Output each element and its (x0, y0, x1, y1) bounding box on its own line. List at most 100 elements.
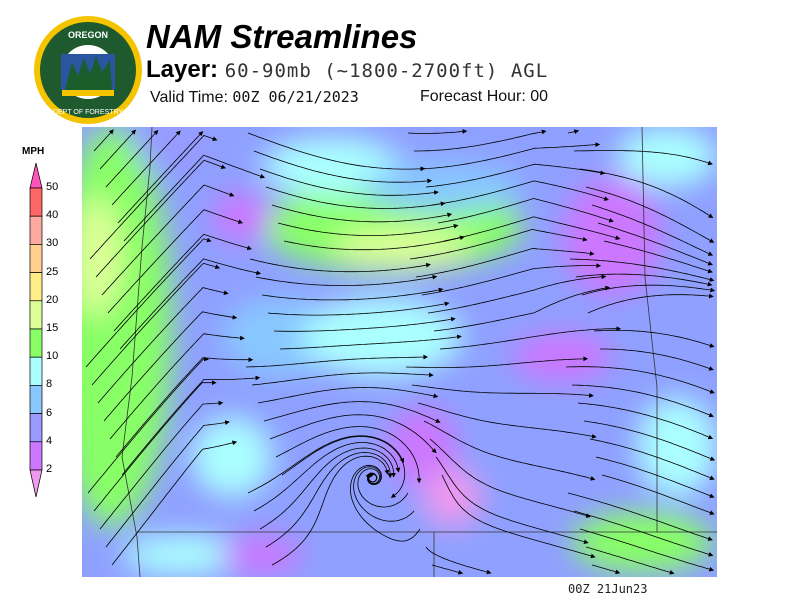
streamline (99, 400, 224, 530)
streamline (115, 357, 254, 458)
streamline (107, 209, 244, 314)
streamline (263, 401, 441, 423)
legend-tick-label: 6 (46, 406, 53, 419)
streamline (425, 546, 492, 575)
streamline (265, 186, 446, 209)
streamline (567, 492, 713, 541)
streamline (435, 456, 589, 545)
streamline (279, 334, 462, 350)
legend-swatch-25_30 (29, 244, 43, 273)
legend-tick-label: 15 (46, 322, 59, 334)
layer-value: 60-90mb (~1800-2700ft) AGL (224, 60, 549, 82)
forecast-label: Forecast Hour: (420, 88, 526, 105)
streamline (275, 426, 422, 484)
streamline (414, 129, 547, 152)
streamline (431, 180, 609, 206)
streamline (89, 135, 218, 260)
model-timestamp: 00Z 21Jun23 (568, 582, 648, 596)
streamline (253, 442, 401, 512)
streamline (577, 402, 714, 440)
streamline (573, 150, 713, 166)
streamline (95, 159, 226, 278)
streamline (591, 204, 714, 256)
legend-tick-label: 8 (46, 378, 53, 391)
svg-text:OREGON: OREGON (68, 30, 108, 40)
streamline (575, 273, 713, 287)
streamline (93, 380, 217, 512)
streamline (593, 329, 715, 348)
streamline (431, 564, 464, 575)
layer-info: Layer: 60-90mb (~1800-2700ft) AGL (146, 56, 548, 84)
streamline (255, 274, 438, 286)
forecast-value: 00 (530, 88, 549, 105)
streamline (597, 222, 713, 266)
legend-swatch-6_8 (29, 385, 43, 414)
streamline (97, 287, 229, 404)
streamline (91, 262, 221, 386)
streamline (441, 474, 596, 559)
streamline (349, 464, 421, 542)
streamline (265, 452, 393, 548)
legend-swatch-15_20 (29, 300, 43, 330)
streamline (105, 420, 230, 548)
valid-time: Valid Time: 00Z 06/21/2023 (150, 88, 359, 107)
streamline (87, 356, 209, 494)
streamline (93, 129, 114, 152)
streamline (111, 440, 238, 566)
streamline (113, 233, 253, 332)
layer-label: Layer: (146, 56, 219, 83)
streamline (247, 132, 426, 172)
legend-tick-label: 10 (46, 350, 59, 363)
streamline (585, 186, 715, 243)
streamline (439, 326, 622, 350)
streamline (245, 354, 429, 368)
streamline (579, 528, 715, 572)
legend-swatch-2_4 (29, 441, 43, 471)
legend-unit: MPH (22, 146, 45, 157)
svg-text:DEPT OF FORESTRY: DEPT OF FORESTRY (53, 109, 123, 116)
streamline (425, 163, 606, 188)
streamline (419, 142, 601, 170)
streamline (595, 456, 715, 498)
streamline (283, 235, 465, 251)
streamline (600, 348, 714, 371)
streamline (251, 372, 434, 386)
legend-tick-label: 25 (46, 265, 59, 278)
streamline (429, 438, 591, 518)
streamline (587, 293, 714, 314)
legend-tick-label: 4 (46, 434, 53, 447)
streamline (103, 311, 238, 422)
streamline (405, 356, 589, 368)
streamline (601, 474, 715, 515)
streamline (417, 402, 597, 439)
valid-value: 00Z 06/21/2023 (232, 88, 359, 106)
streamline (565, 366, 715, 394)
streamline (269, 414, 437, 454)
streamline (415, 248, 595, 278)
streamline (433, 285, 611, 332)
streamlines (85, 129, 716, 575)
streamline (569, 258, 715, 282)
legend-swatch-10_15 (29, 328, 43, 358)
legend-swatch-8_10 (29, 356, 43, 386)
streamline (99, 129, 136, 170)
legend-swatch-30_40 (29, 215, 43, 245)
legend-tick-label: 40 (46, 209, 59, 222)
legend-tick-label: 30 (46, 237, 59, 250)
streamline (247, 435, 405, 494)
streamline (585, 546, 675, 575)
legend-swatch-40_50 (29, 187, 43, 217)
streamline (571, 384, 714, 418)
odf-logo: OREGON DEPT OF FORESTRY (34, 16, 142, 124)
wind-speed-shading (82, 127, 717, 575)
streamline (281, 435, 406, 498)
streamline (589, 438, 715, 480)
streamline (603, 240, 713, 274)
streamline (259, 168, 439, 196)
valid-label: Valid Time: (150, 89, 228, 106)
streamline (437, 198, 614, 224)
streamline (427, 274, 607, 314)
streamline (271, 455, 390, 566)
streamline (591, 564, 621, 575)
legend-arrow-bottom (29, 469, 43, 498)
